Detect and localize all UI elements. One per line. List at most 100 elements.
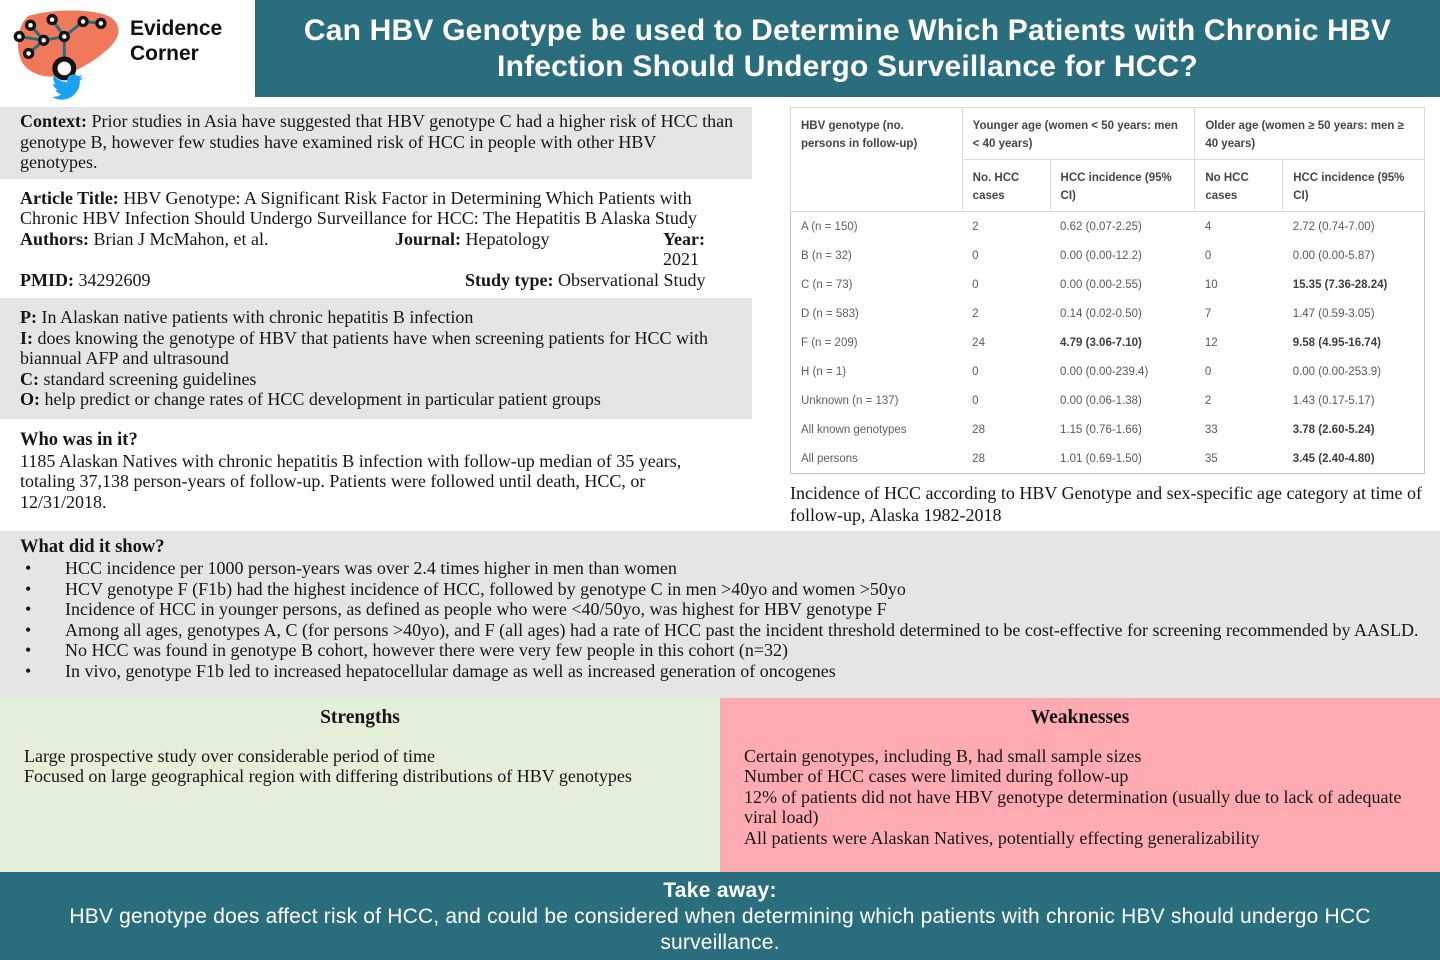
list-item: Incidence of HCC in younger persons, as … (20, 599, 1420, 620)
who-text: 1185 Alaskan Natives with chronic hepati… (20, 450, 682, 512)
table-cell: 12 (1204, 336, 1218, 349)
strengths-weaknesses-row: Strengths Large prospective study over c… (0, 698, 1440, 872)
study-type: Study type: Observational Study (465, 269, 706, 290)
list-item: Large prospective study over considerabl… (24, 745, 436, 766)
header: Evidence Corner Can HBV Genotype be used… (0, 0, 1440, 100)
table-cell: 2 (972, 307, 979, 320)
twitter-icon (52, 74, 83, 100)
article-section: Article Title: HBV Genotype: A Significa… (0, 188, 752, 291)
table-row: C (n = 73) 0 0.00 (0.00-2.55) 10 15.35 (7.36… (791, 270, 1425, 299)
table-cell: 3.45 (2.40-4.80) (1292, 452, 1375, 465)
table-cell: D (n = 583) (801, 307, 859, 320)
table-row: D (n = 583) 2 0.14 (0.02-0.50) 7 1.47 (0.59-… (791, 299, 1425, 328)
table-cell: 0.00 (0.06-1.38) (1060, 394, 1142, 407)
table-row: A (n = 150) 2 0.62 (0.07-2.25) 4 2.72 (0.74-… (791, 212, 1425, 242)
table-cell: B (n = 32) (801, 249, 852, 262)
table-cell: F (n = 209) (801, 336, 858, 349)
list-item: HCC incidence per 1000 person-years was … (20, 558, 1420, 579)
col-header-old-incidence: HCC incidence (95% CI) (1282, 159, 1425, 212)
hcc-incidence-table: HBV genotype (no. persons in follow-up) … (790, 107, 1425, 474)
list-item: Certain genotypes, including B, had smal… (744, 745, 1142, 766)
table-cell: 4 (1204, 220, 1212, 233)
logo-block: Evidence Corner (0, 0, 240, 100)
pico-o: O: help predict or change rates of HCC d… (20, 389, 601, 409)
col-header-genotype: HBV genotype (no. persons in follow-up) (790, 107, 963, 212)
list-item: 12% of patients did not have HBV genotyp… (744, 786, 1402, 828)
table-cell: 35 (1204, 452, 1218, 465)
takeaway-section: Take away: HBV genotype does affect risk… (0, 872, 1440, 960)
context-label: Context: (20, 111, 87, 131)
col-header-young-incidence: HCC incidence (95% CI) (1049, 159, 1196, 212)
col-header-younger: Younger age (women < 50 years: men < 40 … (961, 107, 1196, 160)
table-cell: 2.72 (0.74-7.00) (1292, 220, 1375, 233)
table-cell: 0.62 (0.07-2.25) (1060, 220, 1142, 233)
table-cell: 28 (972, 423, 985, 436)
strengths-heading: Strengths (320, 707, 400, 728)
table-cell: 0.14 (0.02-0.50) (1060, 307, 1142, 320)
list-item: Number of HCC cases were limited during … (744, 766, 1129, 786)
table-cell: 10 (1204, 278, 1218, 291)
main-content: Context: Prior studies in Asia have sugg… (0, 97, 1440, 531)
article-title-label: Article Title: (20, 187, 119, 208)
findings-heading: What did it show? (20, 537, 165, 557)
right-column: HBV genotype (no. persons in follow-up) … (752, 97, 1440, 531)
table-cell: 3.78 (2.60-5.24) (1292, 423, 1375, 436)
table-cell: 2 (1204, 394, 1212, 407)
table-cell: 9.58 (4.95-16.74) (1292, 336, 1381, 349)
table-cell: 0 (972, 394, 979, 407)
table-cell: 1.15 (0.76-1.66) (1060, 423, 1142, 436)
table-sub-header-row: No. HCC cases HCC incidence (95% CI) No … (791, 159, 1425, 212)
pico-i: I: does knowing the genotype of HBV that… (20, 327, 709, 369)
left-column: Context: Prior studies in Asia have sugg… (0, 97, 752, 531)
strengths-section: Strengths Large prospective study over c… (0, 698, 720, 872)
context-section: Context: Prior studies in Asia have sugg… (0, 107, 752, 179)
journal: Journal: Hepatology (395, 228, 550, 249)
weaknesses-heading: Weaknesses (1030, 707, 1130, 728)
table-cell: 0.00 (0.00-253.9) (1292, 365, 1381, 378)
list-item: Focused on large geographical region wit… (24, 766, 632, 786)
context-text: Context: Prior studies in Asia have sugg… (20, 111, 734, 172)
table-row: H (n = 1) 0 0.00 (0.00-239.4) 0 0.00 (0.00-2… (791, 357, 1425, 386)
col-header-older: Older age (women ≥ 50 years: men ≥ 40 ye… (1194, 107, 1425, 160)
table-cell: 1.47 (0.59-3.05) (1292, 307, 1375, 320)
article-title: Article Title: HBV Genotype: A Significa… (20, 187, 697, 229)
list-item: HCV genotype F (F1b) had the highest inc… (20, 579, 1420, 600)
title-band: Can HBV Genotype be used to Determine Wh… (255, 0, 1440, 97)
table-row: B (n = 32) 0 0.00 (0.00-12.2) 0 0.00 (0.00-5… (791, 241, 1425, 270)
article-meta-row-2: PMID: 34292609 Study type: Observational… (20, 270, 734, 291)
logo-title: Evidence Corner (130, 16, 222, 66)
table-cell: H (n = 1) (801, 365, 847, 378)
table-row: All persons 28 1.01 (0.69-1.50) 35 3.45 (2.4… (791, 444, 1425, 474)
list-item: In vivo, genotype F1b led to increased h… (20, 661, 1420, 682)
col-header-old-cases: No HCC cases (1194, 159, 1284, 212)
logo-title-line2: Corner (130, 42, 199, 65)
year: Year: 2021 (663, 228, 705, 270)
table-cell: 0.00 (0.00-2.55) (1060, 278, 1142, 291)
table-cell: 2 (972, 220, 979, 233)
authors: Authors: Brian J McMahon, et al. (20, 228, 269, 249)
table-cell: 28 (972, 452, 985, 465)
col-header-young-cases: No. HCC cases (961, 159, 1051, 212)
table-cell: 0 (972, 365, 979, 378)
table-cell: 0.00 (0.00-5.87) (1292, 249, 1375, 262)
table-cell: 0.00 (0.00-239.4) (1060, 365, 1149, 378)
table-row: All known genotypes 28 1.15 (0.76-1.66) 33 3… (791, 415, 1425, 444)
pico-p: P: In Alaskan native patients with chron… (20, 307, 474, 327)
pmid: PMID: 34292609 (20, 269, 151, 290)
table-cell: 0.00 (0.00-12.2) (1060, 249, 1142, 262)
findings-list: HCC incidence per 1000 person-years was … (20, 558, 1420, 681)
table-group-header-row: HBV genotype (no. persons in follow-up) … (790, 107, 1425, 212)
table-cell: Unknown (n = 137) (801, 394, 899, 407)
logo-title-line1: Evidence (130, 17, 223, 40)
pico-section: P: In Alaskan native patients with chron… (0, 298, 752, 419)
takeaway-text: HBV genotype does affect risk of HCC, an… (69, 905, 1371, 954)
table-cell: 0 (972, 278, 979, 291)
table-cell: 33 (1204, 423, 1218, 436)
table-caption: Incidence of HCC according to HBV Genoty… (790, 483, 1422, 525)
table-row: Unknown (n = 137) 0 0.00 (0.06-1.38) 2 1.43 … (791, 386, 1425, 415)
table-cell: 7 (1204, 307, 1212, 320)
table-cell: 1.43 (0.17-5.17) (1292, 394, 1375, 407)
list-item: All patients were Alaskan Natives, poten… (744, 827, 1260, 848)
page-title: Can HBV Genotype be used to Determine Wh… (303, 13, 1392, 83)
